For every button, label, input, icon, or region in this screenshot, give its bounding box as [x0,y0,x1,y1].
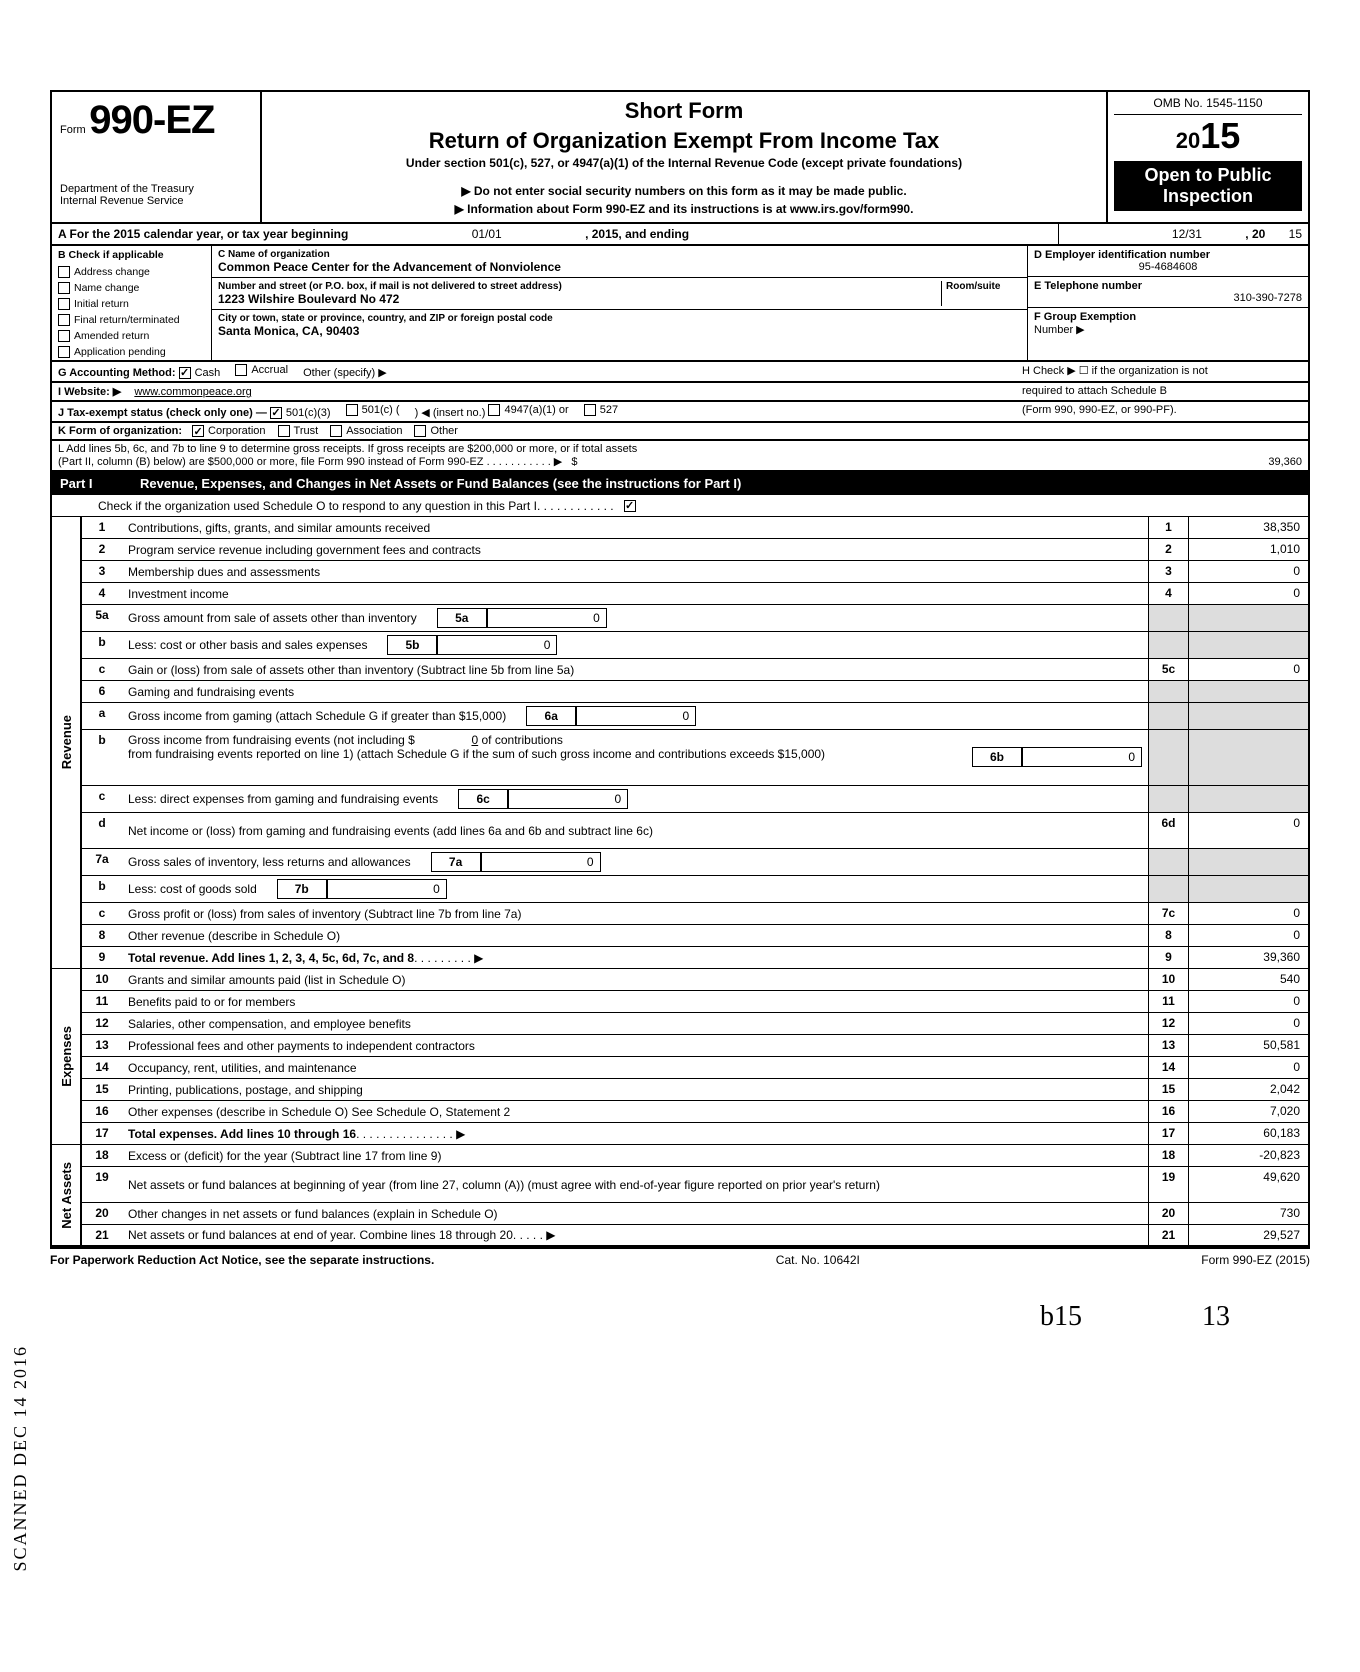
h-check: H Check ▶ ☐ if the organization is not [1022,364,1302,379]
line16-val: 7,020 [1188,1101,1308,1122]
line7c-val: 0 [1188,903,1308,924]
scanned-stamp: SCANNED DEC 14 2016 [10,1345,31,1572]
open-to-public: Open to Public Inspection [1114,161,1302,211]
expenses-section: Expenses 10Grants and similar amounts pa… [50,969,1310,1145]
checkbox-checked[interactable]: ✓ [192,425,204,437]
checkbox-checked[interactable]: ✓ [624,500,636,512]
line1-val: 38,350 [1188,517,1308,538]
line9-val: 39,360 [1188,947,1308,968]
section-a-label: A For the 2015 calendar year, or tax yea… [58,227,348,241]
omb-number: OMB No. 1545-1150 [1114,96,1302,115]
line3-val: 0 [1188,561,1308,582]
form-number-box: Form 990-EZ Department of the Treasury I… [52,92,262,222]
revenue-side-label: Revenue [55,711,78,773]
section-def: D Employer identification number95-46846… [1028,246,1308,360]
website: www.commonpeace.org [134,386,251,398]
part1-check-row: Check if the organization used Schedule … [50,495,1310,517]
checkbox-checked[interactable]: ✓ [179,367,191,379]
line19-val: 49,620 [1188,1167,1308,1202]
expenses-side-label: Expenses [55,1022,78,1091]
checkbox[interactable] [488,404,500,416]
city-state-zip: Santa Monica, CA, 90403 [218,324,1021,338]
checkbox[interactable] [235,364,247,376]
right-header-box: OMB No. 1545-1150 2015 Open to Public In… [1108,92,1308,222]
cat-number: Cat. No. 10642I [776,1253,860,1267]
checkbox[interactable] [58,314,70,326]
net-assets-section: Net Assets 18Excess or (deficit) for the… [50,1145,1310,1247]
ssn-notice: ▶ Do not enter social security numbers o… [272,184,1096,198]
checkbox[interactable] [58,298,70,310]
section-c: C Name of organizationCommon Peace Cente… [212,246,1028,360]
checkbox[interactable] [346,404,358,416]
line6d-val: 0 [1188,813,1308,848]
return-title: Return of Organization Exempt From Incom… [272,128,1096,154]
checkbox[interactable] [414,425,426,437]
footer: For Paperwork Reduction Act Notice, see … [50,1247,1310,1271]
form-number: 990-EZ [89,98,214,142]
line15-val: 2,042 [1188,1079,1308,1100]
line20-val: 730 [1188,1203,1308,1224]
row-l: L Add lines 5b, 6c, and 7b to line 9 to … [50,441,1310,472]
line11-val: 0 [1188,991,1308,1012]
org-name: Common Peace Center for the Advancement … [218,260,1021,274]
line10-val: 540 [1188,969,1308,990]
row-g: G Accounting Method: ✓Cash Accrual Other… [50,362,1310,383]
handwritten-a: b15 [1040,1301,1082,1333]
row-i: I Website: ▶ www.commonpeace.org require… [50,383,1310,402]
line18-val: -20,823 [1188,1145,1308,1166]
line2-val: 1,010 [1188,539,1308,560]
bcdef-block: B Check if applicable Address change Nam… [50,246,1310,362]
section-b: B Check if applicable Address change Nam… [52,246,212,360]
handwritten-numbers: b15 13 [50,1301,1310,1333]
line5c-val: 0 [1188,659,1308,680]
row-k: K Form of organization: ✓Corporation Tru… [50,423,1310,441]
checkbox[interactable] [58,282,70,294]
line17-val: 60,183 [1188,1123,1308,1144]
telephone: 310-390-7278 [1034,292,1302,304]
form-header: Form 990-EZ Department of the Treasury I… [50,90,1310,224]
section-a-row: A For the 2015 calendar year, or tax yea… [50,224,1310,246]
paperwork-notice: For Paperwork Reduction Act Notice, see … [50,1253,434,1267]
checkbox[interactable] [58,266,70,278]
line8-val: 0 [1188,925,1308,946]
checkbox[interactable] [58,346,70,358]
irs: Internal Revenue Service [60,195,252,207]
title-box: Short Form Return of Organization Exempt… [262,92,1108,222]
checkbox[interactable] [278,425,290,437]
handwritten-b: 13 [1202,1301,1230,1333]
revenue-section: Revenue 1Contributions, gifts, grants, a… [50,517,1310,969]
year-begin: 01/01 [472,227,502,241]
row-j: J Tax-exempt status (check only one) — ✓… [50,402,1310,423]
form-prefix: Form [60,124,86,136]
netassets-side-label: Net Assets [55,1158,78,1233]
address: 1223 Wilshire Boulevard No 472 [218,292,941,306]
checkbox[interactable] [330,425,342,437]
tax-year: 2015 [1114,115,1302,157]
short-form-title: Short Form [272,98,1096,124]
dept-treasury: Department of the Treasury [60,183,252,195]
year-end: 12/31 [1172,227,1202,241]
info-notice: ▶ Information about Form 990-EZ and its … [272,202,1096,216]
part1-header: Part I Revenue, Expenses, and Changes in… [50,472,1310,495]
checkbox-checked[interactable]: ✓ [270,407,282,419]
checkbox[interactable] [584,404,596,416]
line12-val: 0 [1188,1013,1308,1034]
line21-val: 29,527 [1188,1225,1308,1245]
under-section: Under section 501(c), 527, or 4947(a)(1)… [272,156,1096,170]
line13-val: 50,581 [1188,1035,1308,1056]
line4-val: 0 [1188,583,1308,604]
ein: 95-4684608 [1034,261,1302,273]
checkbox[interactable] [58,330,70,342]
line14-val: 0 [1188,1057,1308,1078]
gross-receipts: 39,360 [1182,456,1302,468]
form-reference: Form 990-EZ (2015) [1201,1253,1310,1267]
